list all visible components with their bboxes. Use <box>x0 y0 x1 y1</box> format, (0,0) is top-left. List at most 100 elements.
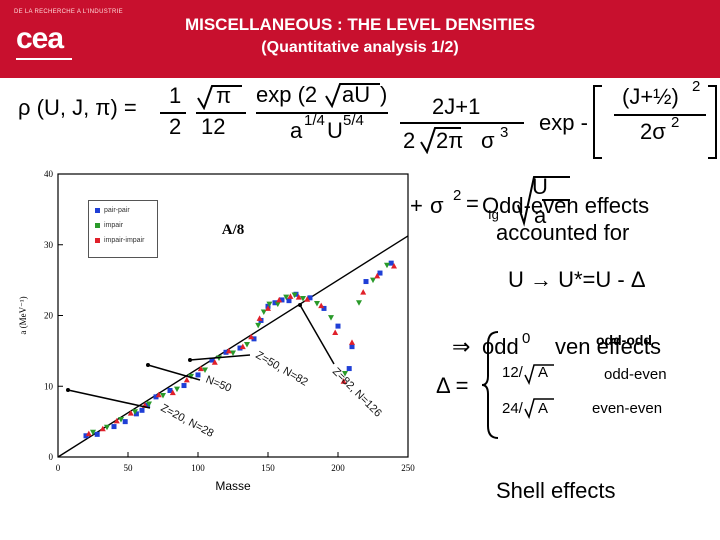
point-pair-pair <box>363 279 369 285</box>
exp-minus-label: exp - <box>539 110 588 135</box>
sqrt-u-over-a-radical <box>517 176 570 227</box>
exp-frac-denominator: 2σ <box>640 119 666 144</box>
exp-fraction-bar <box>256 112 388 114</box>
point-impair-impair <box>225 347 232 354</box>
exp-frac-numerator: (J+½) <box>622 84 679 109</box>
point-impair <box>174 386 180 393</box>
point-impair-impair <box>391 262 397 269</box>
point-impair <box>244 342 250 348</box>
u-shift-formula: U → U*=U - Δ <box>508 267 646 292</box>
row2-sqrt-a: A <box>538 400 549 417</box>
point-pair-pair <box>279 297 285 303</box>
annotation-n50-arrow <box>147 364 201 381</box>
annotation-z50-n82-arrowhead <box>188 358 192 362</box>
point-pair-pair <box>286 298 292 304</box>
x-tick-label: 100 <box>191 463 205 473</box>
point-pair-pair <box>111 424 117 430</box>
x-tick-label: 250 <box>401 463 415 473</box>
point-impair-impair <box>85 430 92 437</box>
point-impair <box>104 424 110 431</box>
exp-frac-num-exponent: 2 <box>692 78 701 95</box>
chart-legend: pair-pair impair impair-impair <box>88 200 158 258</box>
point-impair-impair <box>256 315 263 321</box>
point-impair <box>132 409 138 415</box>
annotation-z20-n28: Z=20, N=28 <box>159 402 216 440</box>
point-impair <box>300 296 306 302</box>
point-impair <box>90 429 96 436</box>
annotation-z20-n28-arrowhead <box>66 388 70 392</box>
header-band: DE LA RECHERCHE A L'INDUSTRIE cea MISCEL… <box>0 0 720 78</box>
point-impair-impair <box>113 417 120 424</box>
slide-title: MISCELLANEOUS : THE LEVEL DENSITIES <box>184 15 536 34</box>
point-pair-pair <box>181 383 187 389</box>
point-impair-impair <box>360 289 367 295</box>
y-tick-label: 10 <box>44 381 54 391</box>
slide-subtitle: (Quantitative analysis 1/2) <box>261 39 459 56</box>
point-impair <box>384 262 390 269</box>
point-impair-impair <box>239 343 246 350</box>
formula-lhs: ρ (U, J, π) = <box>18 95 137 120</box>
point-pair-pair <box>83 433 89 439</box>
row1-coefficient: 12/ <box>502 364 523 381</box>
x-tick-label: 150 <box>261 463 275 473</box>
point-impair-impair <box>287 293 294 299</box>
annotation-z50-n82: Z=50, N=82 <box>254 349 310 388</box>
point-pair-pair <box>377 270 383 276</box>
point-impair-impair <box>349 339 355 345</box>
sqrt-denominator-a: a <box>534 203 547 228</box>
frac2-denominator: 12 <box>201 114 226 139</box>
legend-item-impair-impair: impair-impair <box>95 237 144 244</box>
point-pair-pair <box>335 323 341 329</box>
point-pair-pair <box>94 431 100 437</box>
point-impair-impair <box>318 302 325 309</box>
point-pair-pair <box>346 366 352 372</box>
annotation-z20-n28-arrow <box>67 389 151 409</box>
frac1-numerator: 1 <box>169 83 182 108</box>
point-pair-pair <box>388 260 394 266</box>
sqrt-au-value: aU <box>342 82 371 107</box>
point-pair-pair <box>251 336 257 342</box>
logo-underline <box>16 58 72 60</box>
sqrt-pi-value: π <box>216 83 232 108</box>
a-over-8-label: A/8 <box>222 222 245 238</box>
legend-marker-pair-pair <box>95 207 100 213</box>
point-impair-impair <box>211 359 218 365</box>
y-axis-label: a (MeV⁻¹) <box>18 296 28 334</box>
annotation-z82-n126-arrowhead <box>298 303 302 307</box>
legend-label-impair: impair <box>104 222 124 229</box>
point-pair-pair <box>237 345 243 351</box>
y-tick-label: 30 <box>44 240 54 250</box>
odd-even-effects-text: Odd-even effects <box>482 193 650 218</box>
frac2-bar <box>196 112 246 114</box>
sqrt-2pi-value: 2π <box>436 128 464 153</box>
point-impair-impair <box>265 305 271 311</box>
legend-item-impair: impair <box>95 222 123 229</box>
sigma-symbol: σ <box>430 193 444 218</box>
row1-sqrt-radical <box>524 364 554 385</box>
legend-label-pair-pair: pair-pair <box>104 207 130 214</box>
x-tick-label: 50 <box>124 463 134 473</box>
chart-labels: Z=20, N=28 N=50 Z=50, N=82 Z=82, N=126 <box>66 303 384 440</box>
point-impair <box>188 373 194 380</box>
cea-logo: cea <box>16 22 64 55</box>
point-impair-impair <box>295 294 302 300</box>
x-tick-label: 200 <box>331 463 345 473</box>
term2-den-2: 2 <box>403 128 416 153</box>
term2-sigma-exponent: 3 <box>500 124 509 141</box>
point-impair-impair <box>340 378 347 384</box>
level-density-chart: 0 50 100 150 200 250 0 10 20 30 40 a (MeV⁻¹) Masse A… <box>18 169 415 493</box>
annotation-z50-n82-arrow <box>189 354 251 361</box>
exp-close: ) <box>380 82 388 107</box>
exp-frac-den-exponent: 2 <box>671 114 680 131</box>
den-a-exponent: 1/4 <box>304 112 325 129</box>
sigma-subscript-ig: Ig <box>488 207 499 222</box>
row1-sqrt-a: A <box>538 364 549 381</box>
annotation-n50-arrowhead <box>146 363 150 367</box>
frac1-denominator: 2 <box>169 114 182 139</box>
point-pair-pair <box>307 295 313 301</box>
point-impair <box>230 350 236 356</box>
den-u-exponent: 5/4 <box>343 112 364 129</box>
annotation-z82-n126: Z=82, N=126 <box>330 366 384 420</box>
point-impair-impair <box>304 296 311 302</box>
den-a: a <box>290 118 303 143</box>
